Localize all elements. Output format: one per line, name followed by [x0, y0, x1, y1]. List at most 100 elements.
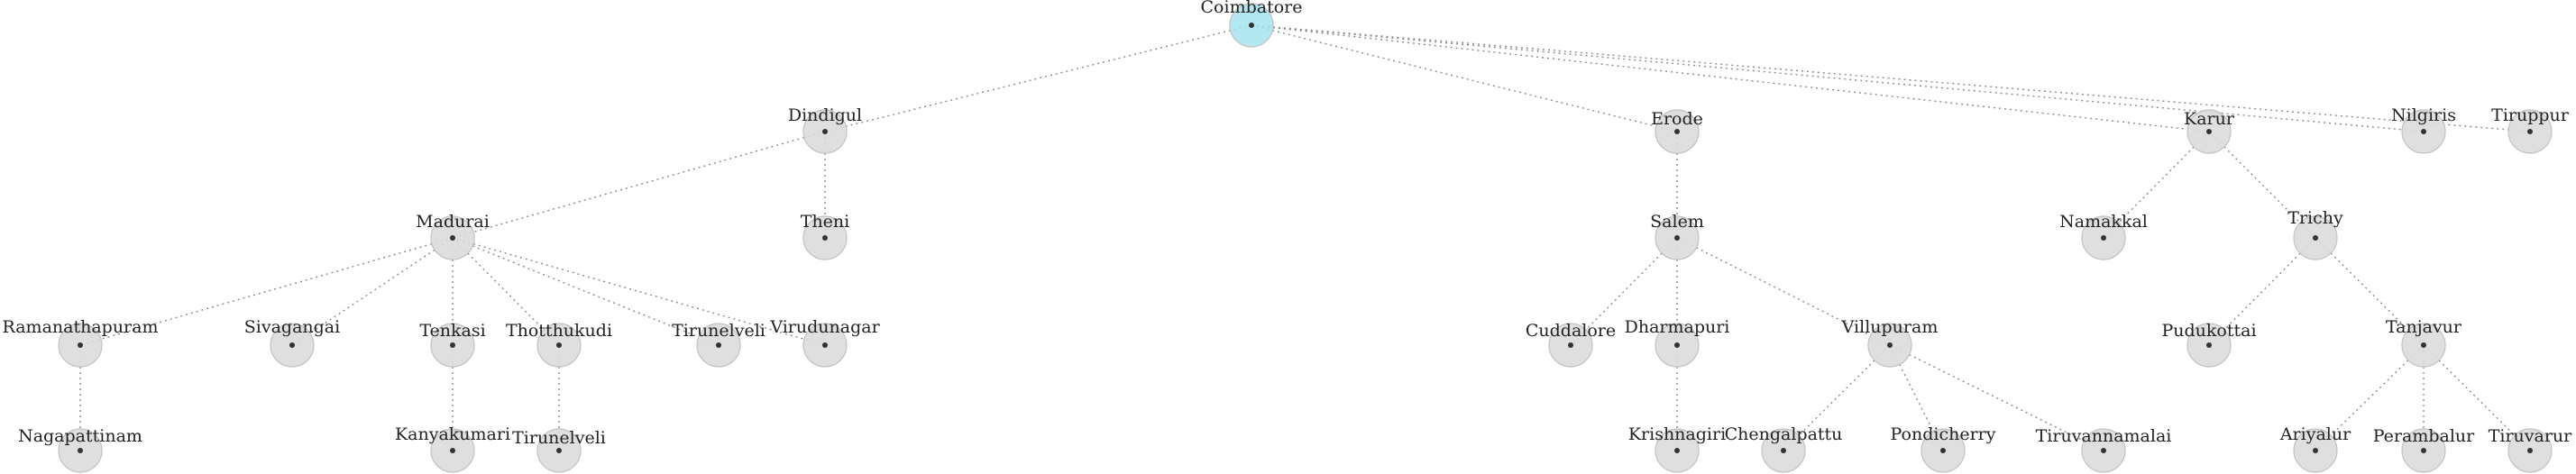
- node-center-dot: [822, 235, 828, 241]
- node-dharmapuri: Dharmapuri: [1625, 317, 1730, 368]
- node-label: Villupuram: [1841, 317, 1939, 337]
- node-label: Tiruppur: [2491, 105, 2570, 125]
- node-label: Perambalur: [2373, 426, 2475, 446]
- edge-trichy-pudukottai: [2208, 237, 2316, 346]
- node-label: Cuddalore: [1526, 321, 1616, 341]
- node-center-dot: [450, 342, 455, 348]
- node-tiruvannamalai: Tiruvannamalai: [2036, 426, 2171, 473]
- node-center-dot: [2101, 448, 2106, 453]
- node-label: Ariyalur: [2279, 424, 2351, 444]
- node-center-dot: [1568, 342, 1573, 348]
- node-label: Krishnagiri: [1628, 424, 1726, 444]
- node-center-dot: [1674, 448, 1680, 453]
- edge-coimbatore-karur: [1251, 24, 2210, 132]
- node-nilgiris: Nilgiris: [2391, 105, 2456, 154]
- node-label: Coimbatore: [1201, 0, 1303, 17]
- edge-villupuram-tiruvannamalai: [1889, 344, 2104, 451]
- edge-madurai-thotthukudi: [452, 237, 560, 346]
- edge-tanjavur-ariyalur: [2315, 344, 2425, 451]
- node-center-dot: [78, 448, 83, 453]
- edge-trichy-tanjavur: [2315, 237, 2425, 346]
- edge-villupuram-chengalpattu: [1783, 344, 1891, 451]
- node-tiruppur: Tiruppur: [2491, 105, 2570, 154]
- node-center-dot: [450, 448, 455, 453]
- node-virudunagar: Virudunagar: [769, 317, 881, 368]
- node-center-dot: [2101, 235, 2106, 241]
- node-label: Nilgiris: [2391, 105, 2456, 125]
- node-nagapattinam: Nagapattinam: [18, 426, 142, 473]
- node-sivagangai: Sivagangai: [244, 317, 340, 368]
- node-center-dot: [78, 342, 83, 348]
- node-center-dot: [2527, 448, 2533, 453]
- node-karur: Karur: [2184, 109, 2235, 154]
- edge-salem-cuddalore: [1570, 237, 1678, 346]
- node-center-dot: [1781, 448, 1786, 453]
- node-center-dot: [1674, 235, 1680, 241]
- node-center-dot: [2206, 129, 2212, 134]
- node-chengalpattu: Chengalpattu: [1725, 424, 1843, 473]
- node-label: Theni: [801, 212, 849, 232]
- node-tenkasi: Tenkasi: [419, 321, 486, 368]
- node-madurai: Madurai: [416, 212, 490, 260]
- node-center-dot: [716, 342, 721, 348]
- node-center-dot: [450, 235, 455, 241]
- edge-dindigul-madurai: [452, 131, 826, 239]
- node-label: Tenkasi: [419, 321, 485, 341]
- edge-karur-namakkal: [2103, 131, 2210, 239]
- node-perambalur: Perambalur: [2373, 426, 2475, 473]
- node-label: Salem: [1650, 212, 1704, 232]
- node-label: Tirunelveli: [672, 321, 765, 341]
- node-ariyalur: Ariyalur: [2279, 424, 2351, 473]
- edge-tanjavur-tiruvarur: [2423, 344, 2531, 451]
- node-label: Pondicherry: [1891, 424, 1996, 444]
- node-label: Madurai: [416, 212, 490, 232]
- node-label: Dharmapuri: [1625, 317, 1730, 337]
- node-dindigul: Dindigul: [788, 105, 862, 154]
- node-pudukottai: Pudukottai: [2161, 321, 2257, 368]
- node-tirunelveli2: Tirunelveli: [512, 428, 606, 473]
- node-center-dot: [2421, 342, 2426, 348]
- node-label: Kanyakumari: [395, 424, 510, 444]
- node-villupuram: Villupuram: [1841, 317, 1939, 368]
- node-trichy: Trichy: [2287, 208, 2343, 260]
- node-coimbatore: Coimbatore: [1201, 0, 1303, 48]
- node-label: Thotthukudi: [506, 321, 612, 341]
- node-center-dot: [2206, 342, 2212, 348]
- node-ramanathapuram: Ramanathapuram: [2, 317, 159, 368]
- node-thotthukudi: Thotthukudi: [506, 321, 612, 368]
- node-tanjavur: Tanjavur: [2386, 317, 2462, 368]
- edge-coimbatore-erode: [1251, 24, 1678, 132]
- node-label: Chengalpattu: [1725, 424, 1843, 444]
- node-tirunelveli: Tirunelveli: [672, 321, 765, 368]
- node-label: Tirunelveli: [512, 428, 606, 448]
- node-center-dot: [1887, 342, 1893, 348]
- node-label: Ramanathapuram: [2, 317, 158, 337]
- node-krishnagiri: Krishnagiri: [1628, 424, 1726, 473]
- node-center-dot: [2313, 448, 2318, 453]
- node-pondicherry: Pondicherry: [1891, 424, 1996, 473]
- node-center-dot: [1674, 129, 1680, 134]
- node-label: Dindigul: [788, 105, 862, 125]
- node-center-dot: [2421, 129, 2426, 134]
- node-center-dot: [289, 342, 295, 348]
- node-tiruvarur: Tiruvarur: [2489, 426, 2572, 473]
- node-salem: Salem: [1650, 212, 1704, 260]
- node-erode: Erode: [1651, 109, 1703, 154]
- node-center-dot: [822, 129, 828, 134]
- node-label: Trichy: [2287, 208, 2343, 228]
- edge-coimbatore-dindigul: [824, 24, 1252, 132]
- node-center-dot: [1249, 23, 1254, 28]
- node-center-dot: [2527, 129, 2533, 134]
- node-label: Namakkal: [2059, 212, 2148, 232]
- node-label: Tiruvarur: [2489, 426, 2572, 446]
- edge-karur-trichy: [2208, 131, 2316, 239]
- node-label: Tanjavur: [2386, 317, 2462, 337]
- node-center-dot: [1674, 342, 1680, 348]
- node-center-dot: [556, 448, 562, 453]
- node-label: Karur: [2184, 109, 2235, 129]
- node-center-dot: [822, 342, 828, 348]
- edge-salem-villupuram: [1676, 237, 1891, 346]
- edge-coimbatore-nilgiris: [1251, 24, 2425, 132]
- node-center-dot: [556, 342, 562, 348]
